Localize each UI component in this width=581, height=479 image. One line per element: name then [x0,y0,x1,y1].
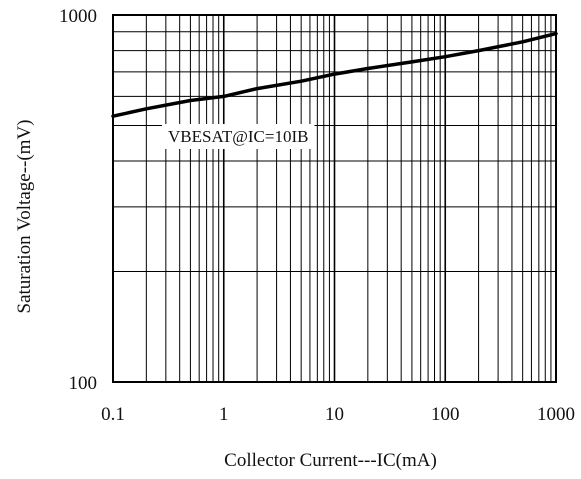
x-tick-label: 1000 [537,404,575,425]
annotation-background [162,124,315,149]
y-axis-title: Saturation Voltage--(mV) [14,119,35,313]
x-tick-label: 10 [325,404,344,425]
series-layer [111,31,558,118]
x-tick-label: 1 [219,404,229,425]
x-tick-label: 0.1 [101,404,125,425]
vbesat-series-line [111,31,558,118]
plot-frame [112,14,557,383]
annotation-group: VBESAT@IC=10IB [162,124,315,149]
x-tick-label: 100 [431,404,460,425]
x-axis-title: Collector Current---IC(mA) [224,450,437,471]
y-tick-label: 100 [69,373,98,394]
grid-lines [113,15,556,382]
y-tick-label: 1000 [59,6,97,27]
tick-labels: 0.1 1 10 100 1000 100 1000 [59,6,575,425]
annotation-label: VBESAT@IC=10IB [168,127,308,146]
